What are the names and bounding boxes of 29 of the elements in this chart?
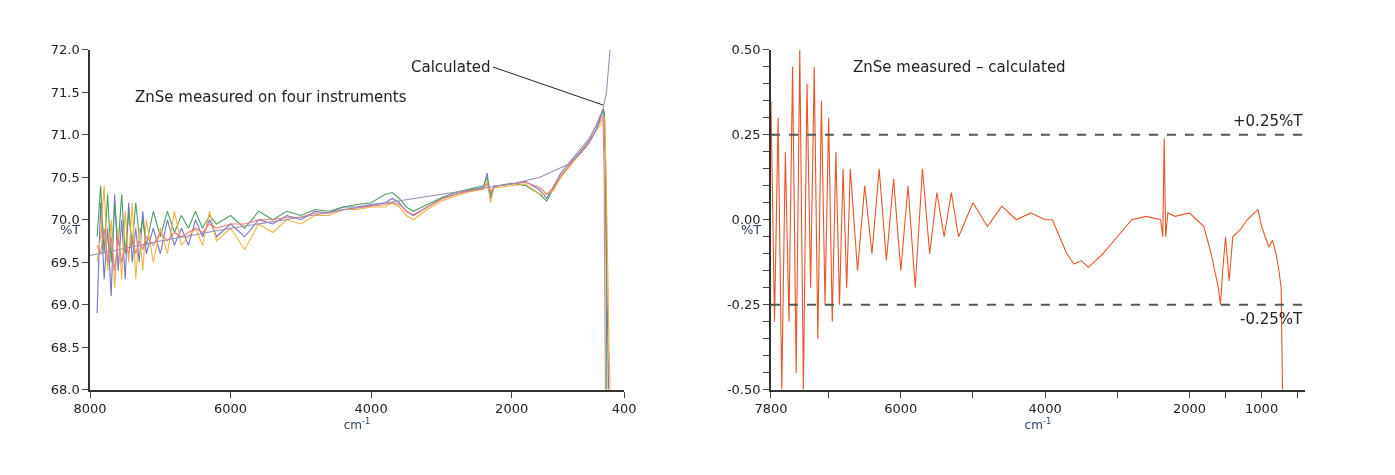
x-axis-title: cm$^{-1}$ [343,416,371,433]
y-tick-label: 72.0 [50,42,80,58]
annotation: Calculated [411,58,491,76]
x-tick-label: 2000 [495,401,529,417]
y-tick-label: 0.50 [731,42,761,58]
x-tick-label: 4000 [1028,401,1062,417]
line-series [90,49,611,256]
y-tick-label: -0.25 [726,297,761,313]
y-tick-label: 68.0 [50,382,80,398]
y-tick-label: 70.5 [50,169,80,185]
annotation: ZnSe measured on four instruments [135,88,407,106]
y-tick-label: 0.25 [731,127,761,143]
annotation: ZnSe measured – calculated [853,58,1066,76]
x-tick-label: 7800 [754,401,788,417]
x-axis-title: cm$^{-1}$ [1024,416,1052,433]
ref-line-label: +0.25%T [1233,112,1304,130]
x-tick-label: 6000 [884,401,918,417]
y-tick-label: -0.50 [726,382,761,398]
y-tick-label: 69.5 [50,254,80,270]
x-tick-label: 1000 [1245,401,1279,417]
x-tick-label: 8000 [73,401,107,417]
x-tick-label: 2000 [1172,401,1207,417]
x-tick-label: 6000 [214,401,248,417]
x-tick-label: 4000 [354,401,388,417]
y-tick-label: 71.5 [50,84,80,100]
y-tick-label: 69.0 [50,297,80,313]
y-tick-label: 71.0 [50,127,80,143]
y-tick-label: 68.5 [50,339,80,355]
x-tick-label: 400 [611,401,637,417]
